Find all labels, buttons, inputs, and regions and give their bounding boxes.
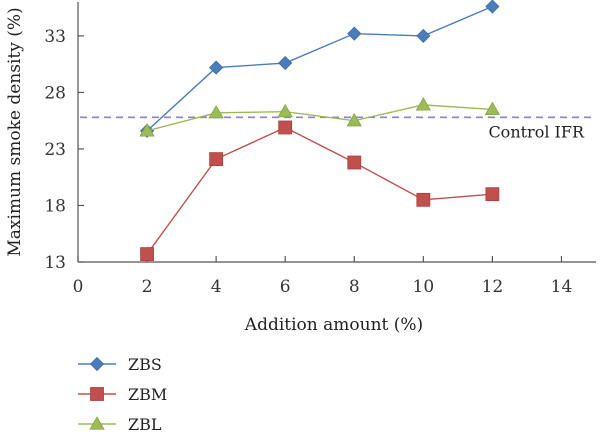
data-point-zbm xyxy=(485,187,500,202)
data-point-zbl xyxy=(139,123,155,137)
data-point-zbs xyxy=(485,0,500,14)
data-point-zbs xyxy=(278,55,293,71)
x-tick-label: 4 xyxy=(211,277,222,297)
y-tick-label: 33 xyxy=(44,27,66,47)
legend-marker-zbm xyxy=(90,387,104,401)
x-axis-title: Addition amount (%) xyxy=(244,315,423,335)
data-point-zbs xyxy=(347,26,362,41)
series-line-zbs xyxy=(146,5,493,132)
x-tick-label: 8 xyxy=(349,277,360,297)
legend-label-zbs: ZBS xyxy=(128,355,162,374)
x-tick-label: 6 xyxy=(280,277,291,297)
data-point-zbm xyxy=(416,192,431,207)
data-point-zbs xyxy=(416,28,431,43)
data-point-zbm xyxy=(278,120,293,135)
y-tick-label: 23 xyxy=(44,140,66,160)
y-tick-label: 28 xyxy=(44,83,66,103)
y-tick-label: 18 xyxy=(44,196,66,216)
data-point-zbm xyxy=(140,247,154,261)
series-line-zbl xyxy=(146,104,493,132)
data-point-zbl xyxy=(208,104,224,119)
reference-layer: Control IFR xyxy=(80,116,596,141)
x-tick-label: 0 xyxy=(73,277,84,297)
data-point-zbl xyxy=(484,101,501,116)
series-line-zbm xyxy=(146,126,493,255)
control-ifr-label: Control IFR xyxy=(488,122,585,141)
data-point-zbs xyxy=(209,60,224,75)
data-point-zbl xyxy=(346,112,362,127)
legend-label-zbl: ZBL xyxy=(128,415,162,434)
x-tick-label: 10 xyxy=(413,277,435,297)
legend-label-zbm: ZBM xyxy=(128,385,167,404)
x-tick-label: 14 xyxy=(551,277,573,297)
legend-marker-zbs xyxy=(89,356,105,372)
data-point-zbm xyxy=(209,152,224,167)
data-point-zbm xyxy=(347,155,362,170)
data-point-zbl xyxy=(277,103,293,118)
series-layer xyxy=(139,0,501,261)
x-tick-label: 12 xyxy=(482,277,504,297)
legend: ZBS ZBM ZBL xyxy=(78,355,167,434)
x-tick-label: 2 xyxy=(142,277,153,297)
y-tick-label: 13 xyxy=(44,253,66,273)
data-point-zbl xyxy=(415,97,432,111)
legend-marker-zbl xyxy=(89,416,105,430)
y-axis-title: Maximum smoke density (%) xyxy=(5,7,25,256)
axes: 0 2 4 6 8 10 12 14 13 18 23 28 33 Addition amount (%)… xyxy=(5,2,596,335)
